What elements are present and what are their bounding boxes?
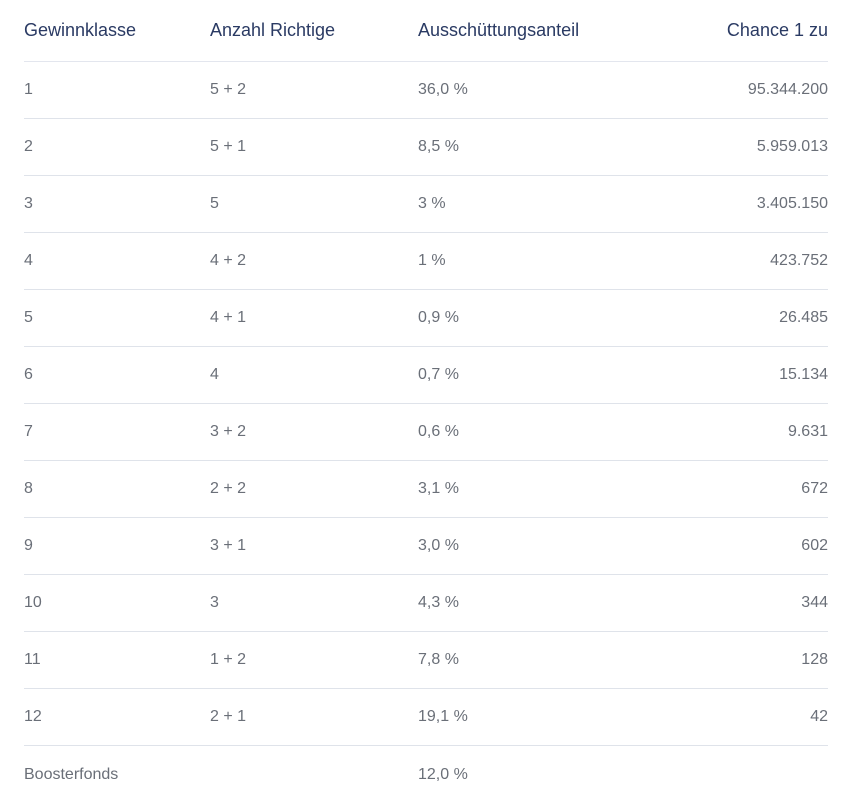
cell-ausschuettungsanteil: 12,0 %	[418, 746, 623, 804]
cell-gewinnklasse: 6	[24, 347, 210, 404]
cell-ausschuettungsanteil: 3,0 %	[418, 518, 623, 575]
cell-anzahl-richtige: 3 + 1	[210, 518, 418, 575]
cell-anzahl-richtige	[210, 746, 418, 804]
header-gewinnklasse: Gewinnklasse	[24, 0, 210, 62]
cell-anzahl-richtige: 2 + 1	[210, 689, 418, 746]
header-chance: Chance 1 zu	[623, 0, 828, 62]
cell-ausschuettungsanteil: 4,3 %	[418, 575, 623, 632]
prize-table-container: Gewinnklasse Anzahl Richtige Ausschüttun…	[24, 0, 828, 804]
table-row: 6 4 0,7 % 15.134	[24, 347, 828, 404]
cell-chance: 3.405.150	[623, 176, 828, 233]
cell-ausschuettungsanteil: 3,1 %	[418, 461, 623, 518]
cell-chance	[623, 746, 828, 804]
cell-anzahl-richtige: 4 + 1	[210, 290, 418, 347]
cell-chance: 128	[623, 632, 828, 689]
cell-gewinnklasse: 7	[24, 404, 210, 461]
cell-ausschuettungsanteil: 0,9 %	[418, 290, 623, 347]
cell-ausschuettungsanteil: 8,5 %	[418, 119, 623, 176]
table-row: 11 1 + 2 7,8 % 128	[24, 632, 828, 689]
cell-chance: 672	[623, 461, 828, 518]
cell-gewinnklasse: 9	[24, 518, 210, 575]
cell-ausschuettungsanteil: 19,1 %	[418, 689, 623, 746]
table-row: 4 4 + 2 1 % 423.752	[24, 233, 828, 290]
cell-gewinnklasse: 4	[24, 233, 210, 290]
cell-chance: 5.959.013	[623, 119, 828, 176]
table-row: 7 3 + 2 0,6 % 9.631	[24, 404, 828, 461]
cell-anzahl-richtige: 5 + 2	[210, 62, 418, 119]
cell-chance: 423.752	[623, 233, 828, 290]
prize-table: Gewinnklasse Anzahl Richtige Ausschüttun…	[24, 0, 828, 804]
table-row: 8 2 + 2 3,1 % 672	[24, 461, 828, 518]
cell-gewinnklasse: 5	[24, 290, 210, 347]
cell-ausschuettungsanteil: 3 %	[418, 176, 623, 233]
cell-chance: 15.134	[623, 347, 828, 404]
cell-gewinnklasse: 2	[24, 119, 210, 176]
table-row: 9 3 + 1 3,0 % 602	[24, 518, 828, 575]
cell-chance: 9.631	[623, 404, 828, 461]
cell-anzahl-richtige: 5	[210, 176, 418, 233]
cell-ausschuettungsanteil: 1 %	[418, 233, 623, 290]
cell-ausschuettungsanteil: 7,8 %	[418, 632, 623, 689]
cell-anzahl-richtige: 3 + 2	[210, 404, 418, 461]
cell-chance: 602	[623, 518, 828, 575]
table-row: 5 4 + 1 0,9 % 26.485	[24, 290, 828, 347]
cell-gewinnklasse: 8	[24, 461, 210, 518]
cell-gewinnklasse: Boosterfonds	[24, 746, 210, 804]
cell-gewinnklasse: 1	[24, 62, 210, 119]
cell-ausschuettungsanteil: 36,0 %	[418, 62, 623, 119]
table-row: 1 5 + 2 36,0 % 95.344.200	[24, 62, 828, 119]
cell-ausschuettungsanteil: 0,7 %	[418, 347, 623, 404]
table-row: 2 5 + 1 8,5 % 5.959.013	[24, 119, 828, 176]
cell-chance: 344	[623, 575, 828, 632]
cell-gewinnklasse: 10	[24, 575, 210, 632]
cell-chance: 42	[623, 689, 828, 746]
cell-anzahl-richtige: 3	[210, 575, 418, 632]
table-row: 10 3 4,3 % 344	[24, 575, 828, 632]
cell-anzahl-richtige: 4	[210, 347, 418, 404]
cell-gewinnklasse: 11	[24, 632, 210, 689]
header-anzahl-richtige: Anzahl Richtige	[210, 0, 418, 62]
cell-anzahl-richtige: 5 + 1	[210, 119, 418, 176]
cell-gewinnklasse: 12	[24, 689, 210, 746]
cell-chance: 95.344.200	[623, 62, 828, 119]
cell-anzahl-richtige: 1 + 2	[210, 632, 418, 689]
cell-anzahl-richtige: 4 + 2	[210, 233, 418, 290]
table-row: 3 5 3 % 3.405.150	[24, 176, 828, 233]
cell-chance: 26.485	[623, 290, 828, 347]
cell-gewinnklasse: 3	[24, 176, 210, 233]
table-row-boosterfonds: Boosterfonds 12,0 %	[24, 746, 828, 804]
cell-ausschuettungsanteil: 0,6 %	[418, 404, 623, 461]
table-row: 12 2 + 1 19,1 % 42	[24, 689, 828, 746]
header-ausschuettungsanteil: Ausschüttungsanteil	[418, 0, 623, 62]
table-header-row: Gewinnklasse Anzahl Richtige Ausschüttun…	[24, 0, 828, 62]
cell-anzahl-richtige: 2 + 2	[210, 461, 418, 518]
